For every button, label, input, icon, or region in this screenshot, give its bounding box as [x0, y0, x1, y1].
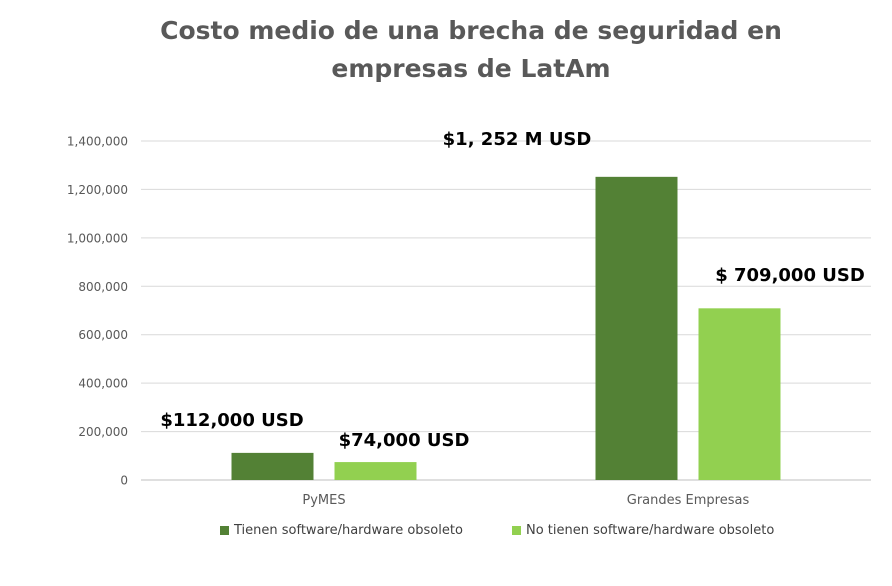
- y-tick-label: 1,200,000: [67, 183, 128, 197]
- y-tick-label: 1,000,000: [67, 231, 128, 245]
- data-label: $74,000 USD: [339, 430, 470, 451]
- bar: [698, 308, 781, 480]
- chart-title-line-2: empresas de LatAm: [331, 54, 611, 83]
- x-tick-label: PyMES: [302, 493, 345, 508]
- data-label: $1, 252 M USD: [443, 129, 592, 150]
- x-tick-label: Grandes Empresas: [627, 493, 750, 508]
- legend: Tienen software/hardware obsoleto No tie…: [0, 520, 892, 540]
- bar: [334, 462, 417, 480]
- y-tick-label: 0: [120, 474, 128, 488]
- y-tick-label: 400,000: [78, 377, 128, 391]
- legend-item-no-tienen: No tienen software/hardware obsoleto: [512, 520, 774, 540]
- y-tick-label: 800,000: [78, 280, 128, 294]
- y-tick-label: 1,400,000: [67, 135, 128, 149]
- data-label: $ 709,000 USD: [715, 265, 865, 286]
- bar: [231, 452, 314, 480]
- legend-item-tienen: Tienen software/hardware obsoleto: [220, 520, 463, 540]
- data-label: $112,000 USD: [160, 410, 303, 431]
- bar: [595, 176, 678, 480]
- legend-label-no-tienen: No tienen software/hardware obsoleto: [526, 522, 775, 538]
- y-tick-label: 200,000: [78, 425, 128, 439]
- chart-title-line-1: Costo medio de una brecha de seguridad e…: [160, 16, 782, 45]
- chart-title: Costo medio de una brecha de seguridad e…: [0, 12, 892, 88]
- y-tick-label: 600,000: [78, 328, 128, 342]
- legend-swatch-tienen: [220, 525, 229, 535]
- legend-label-tienen: Tienen software/hardware obsoleto: [234, 522, 463, 538]
- legend-swatch-no-tienen: [512, 525, 521, 535]
